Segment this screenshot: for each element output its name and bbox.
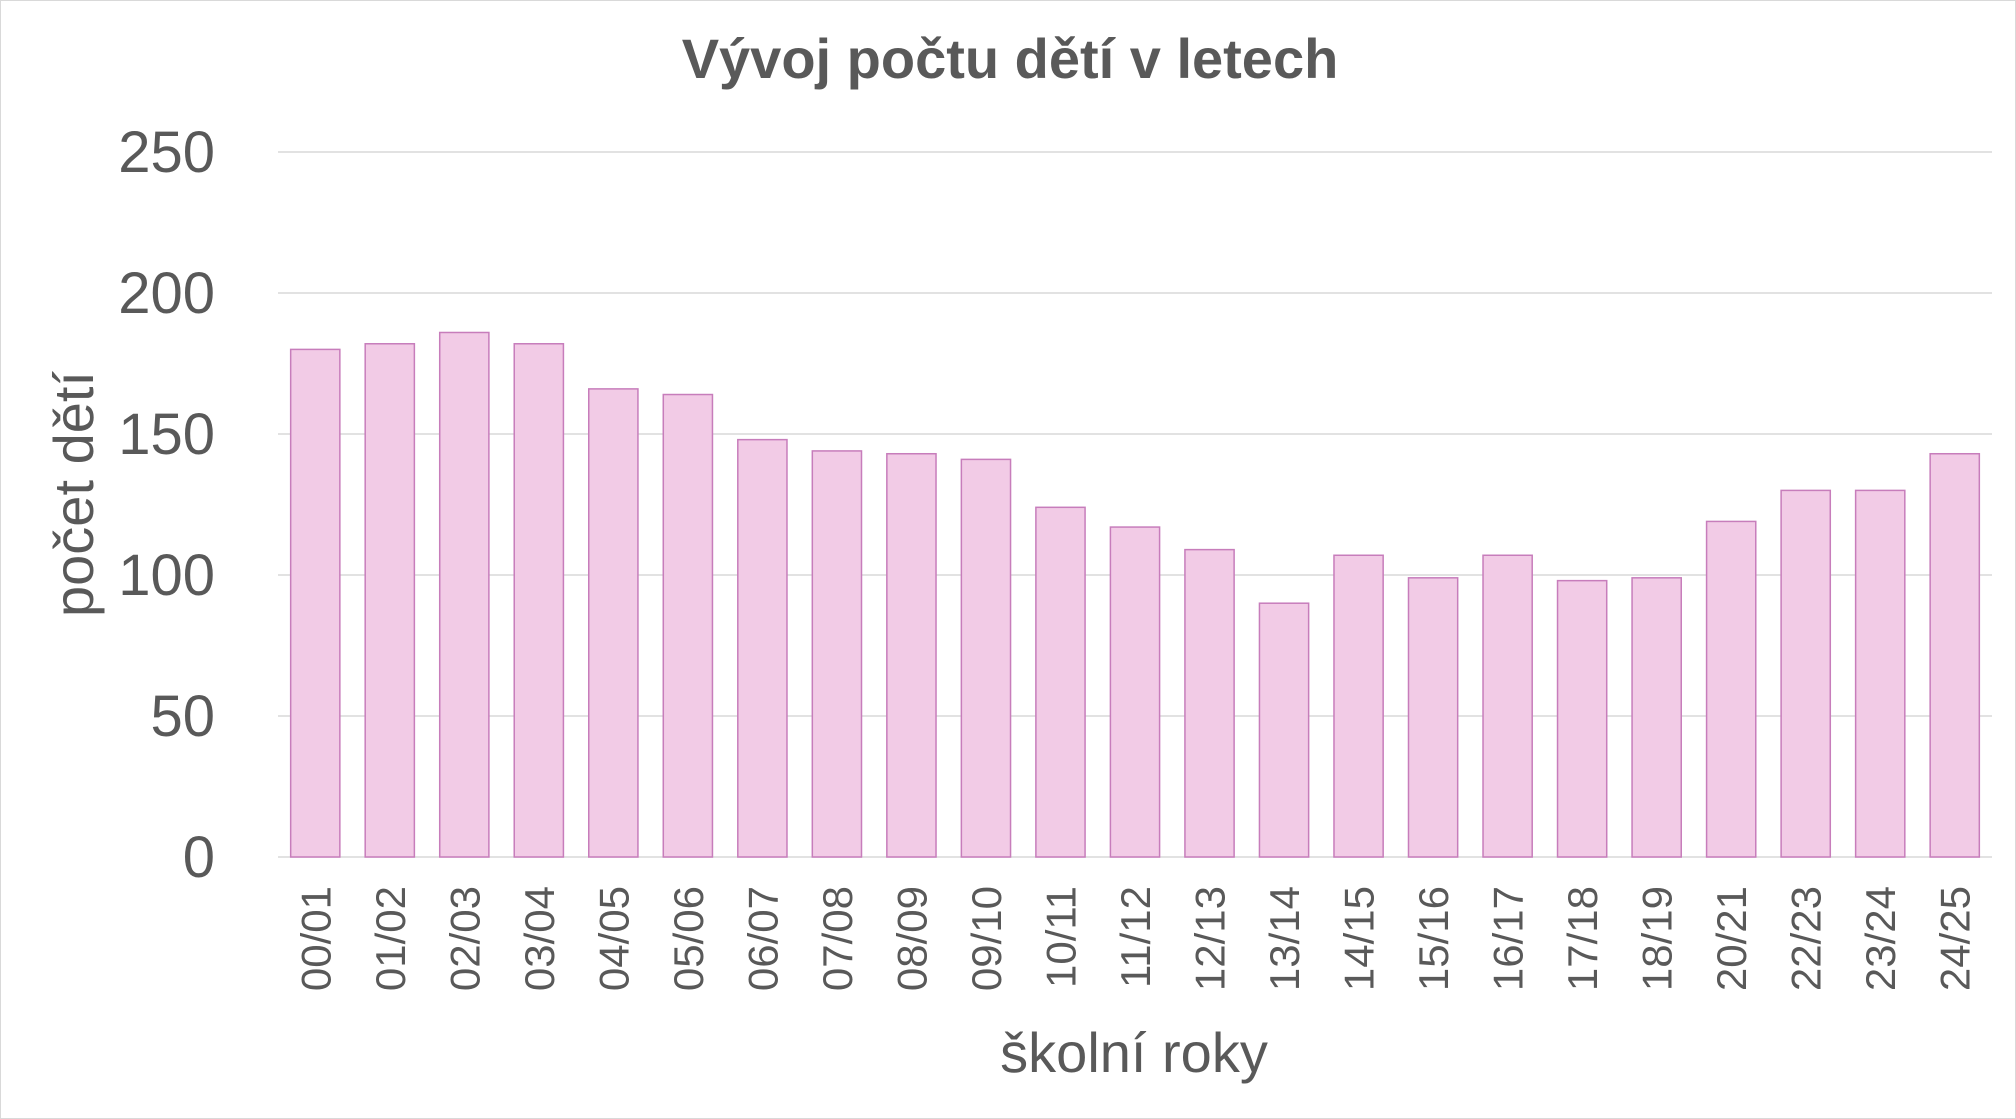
x-tick-label: 09/10 — [963, 886, 1010, 991]
x-tick-label: 03/04 — [516, 886, 563, 991]
x-tick-label: 18/19 — [1634, 886, 1681, 991]
y-axis-label: počet dětí — [42, 371, 105, 617]
bar — [1854, 489, 1906, 858]
bar — [1035, 506, 1086, 858]
bar-layer — [289, 331, 1981, 858]
x-tick-label: 00/01 — [292, 886, 339, 991]
x-tick-label: 22/23 — [1783, 886, 1830, 991]
bar — [1333, 554, 1384, 858]
bar — [1482, 554, 1533, 858]
x-tick-label: 15/16 — [1410, 886, 1457, 991]
bar — [1184, 548, 1235, 858]
x-axis-label: školní roky — [1000, 1021, 1268, 1084]
x-axis-ticks: 00/01 01/02 02/03 03/04 04/05 05/06 06/07 07/08… — [292, 886, 1978, 991]
bar — [513, 343, 565, 858]
x-tick-label: 01/02 — [367, 886, 414, 991]
bar — [364, 343, 416, 858]
x-tick-label: 07/08 — [814, 886, 861, 991]
bar — [1109, 526, 1161, 858]
x-tick-label: 06/07 — [739, 886, 786, 991]
x-tick-label: 23/24 — [1857, 886, 1904, 991]
y-axis-ticks: 0 50 100 150 200 250 — [118, 120, 215, 890]
x-tick-label: 17/18 — [1559, 886, 1606, 991]
bar — [1929, 452, 1981, 858]
y-tick-label: 200 — [118, 261, 215, 326]
x-tick-label: 11/12 — [1112, 886, 1159, 988]
bar — [1780, 489, 1832, 858]
x-tick-label: 14/15 — [1336, 886, 1383, 991]
bar — [289, 348, 341, 858]
bar — [1705, 520, 1757, 858]
x-tick-label: 08/09 — [888, 886, 935, 991]
bar — [1556, 579, 1608, 858]
x-tick-label: 02/03 — [441, 886, 488, 991]
x-tick-label: 04/05 — [590, 886, 637, 991]
bar — [1258, 602, 1310, 858]
x-tick-label: 20/21 — [1708, 886, 1755, 991]
bar — [1631, 577, 1682, 858]
y-tick-label: 50 — [150, 684, 215, 749]
y-tick-label: 250 — [118, 120, 215, 185]
x-tick-label: 10/11 — [1037, 886, 1084, 988]
chart-title: Vývoj počtu dětí v letech — [682, 27, 1339, 90]
y-tick-label: 150 — [118, 402, 215, 467]
x-tick-label: 13/14 — [1261, 886, 1308, 991]
x-tick-label: 24/25 — [1932, 886, 1979, 991]
x-tick-label: 05/06 — [665, 886, 712, 991]
bar — [811, 450, 863, 858]
bar — [438, 331, 490, 858]
bar — [960, 458, 1012, 858]
x-tick-label: 16/17 — [1485, 886, 1532, 991]
bar — [737, 438, 788, 858]
x-tick-label: 12/13 — [1187, 886, 1234, 991]
bar — [662, 393, 714, 858]
y-tick-label: 100 — [118, 543, 215, 608]
bar — [588, 388, 639, 858]
y-tick-label: 0 — [183, 825, 215, 890]
bar — [1407, 577, 1459, 858]
bar — [886, 452, 937, 858]
